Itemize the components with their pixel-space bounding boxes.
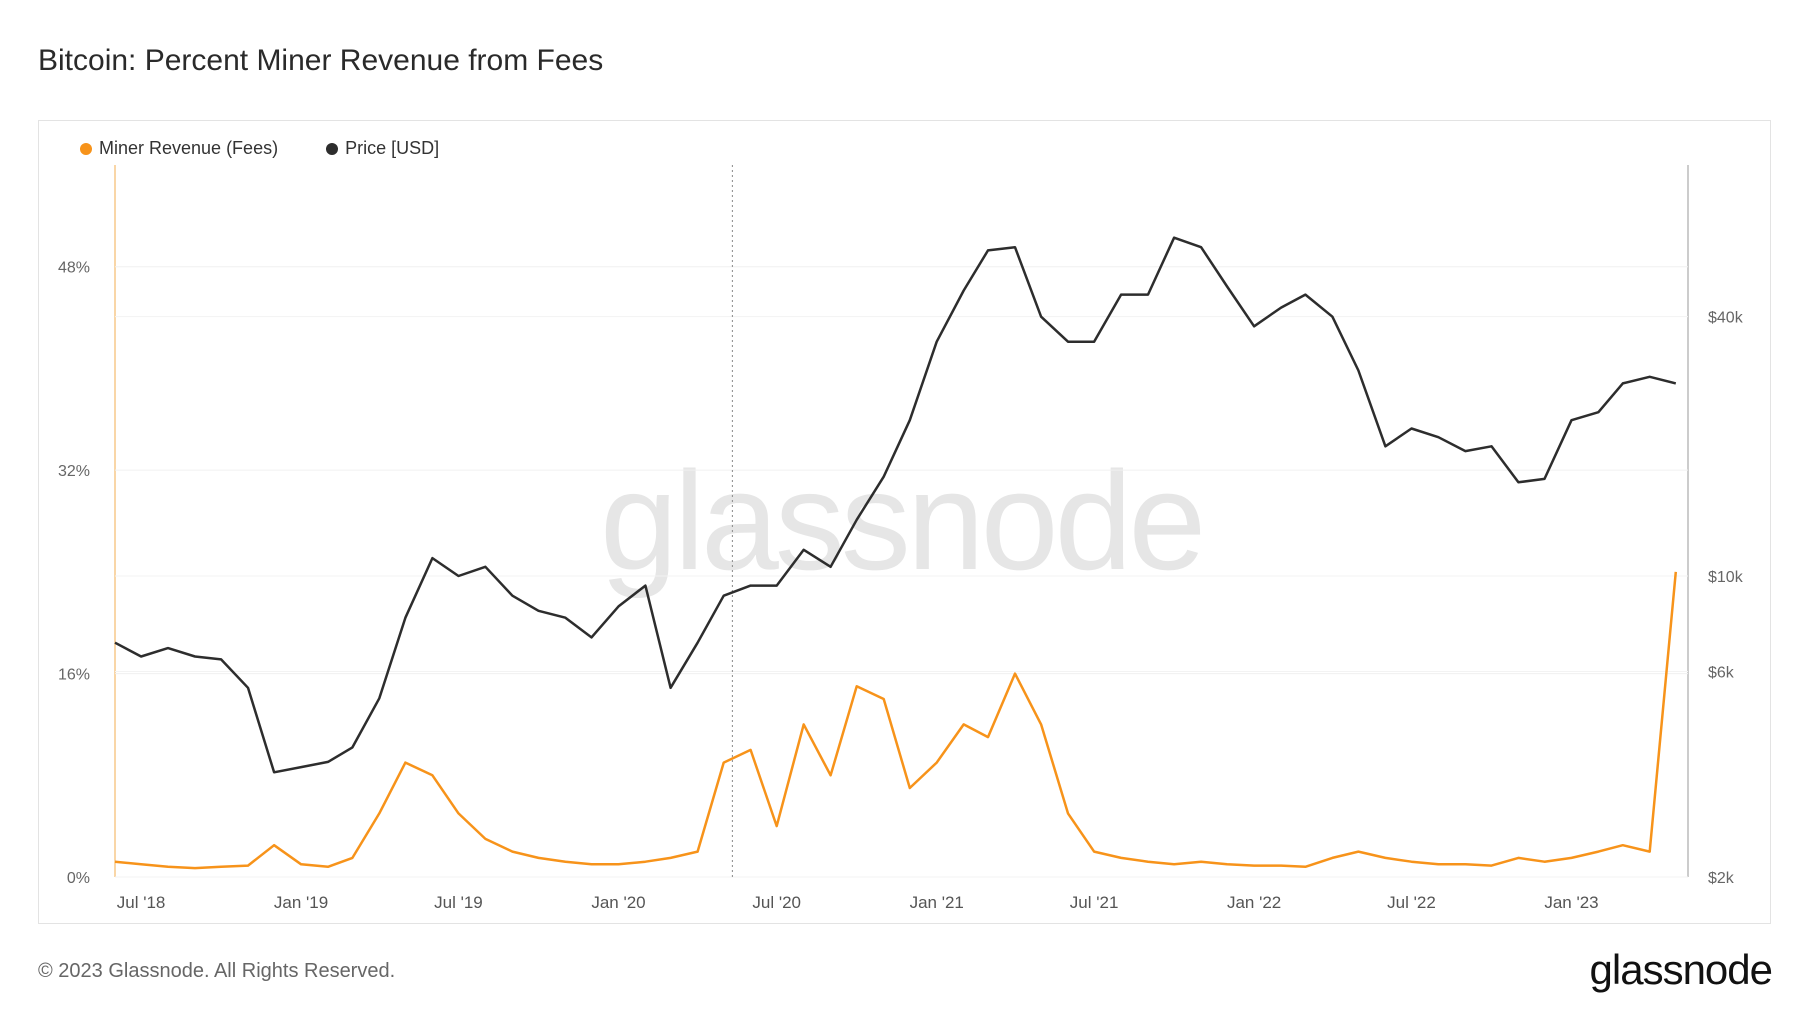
chart-title: Bitcoin: Percent Miner Revenue from Fees [38, 44, 604, 77]
x-tick-label: Jul '19 [434, 893, 483, 912]
y-right-tick-label: $2k [1708, 870, 1735, 887]
x-tick-label: Jan '19 [274, 893, 328, 912]
legend-label-price: Price [USD] [345, 138, 440, 158]
legend-label-fees: Miner Revenue (Fees) [99, 138, 279, 158]
x-tick-label: Jan '21 [910, 893, 964, 912]
x-tick-label: Jul '20 [752, 893, 801, 912]
x-tick-label: Jan '23 [1544, 893, 1598, 912]
y-left-tick-label: 0% [67, 870, 90, 887]
series-line-price [114, 236, 1677, 774]
watermark-logo: glassnode [600, 442, 1206, 599]
y-left-tick-label: 32% [58, 463, 90, 480]
y-right-tick-label: $40k [1708, 310, 1744, 327]
y-right-tick-label: $10k [1708, 569, 1744, 586]
y-left-tick-label: 48% [58, 260, 90, 277]
legend-dot-price-icon [326, 142, 339, 155]
y-right-tick-label: $6k [1708, 665, 1735, 682]
legend-item-price[interactable]: Price [USD] [326, 138, 439, 159]
chart-legend: Miner Revenue (Fees) Price [USD] [80, 138, 439, 159]
legend-dot-fees-icon [80, 142, 92, 155]
x-tick-label: Jan '20 [591, 893, 645, 912]
x-tick-label: Jul '22 [1387, 893, 1436, 912]
x-tick-label: Jul '21 [1070, 893, 1119, 912]
copyright-footer: © 2023 Glassnode. All Rights Reserved. [38, 960, 396, 982]
x-tick-label: Jan '22 [1227, 893, 1281, 912]
glassnode-logo: glassnode [1589, 946, 1773, 993]
chart-frame [38, 120, 1771, 924]
x-tick-label: Jul '18 [117, 893, 166, 912]
legend-item-fees[interactable]: Miner Revenue (Fees) [80, 138, 278, 159]
series-line-fees [114, 571, 1678, 870]
y-left-tick-label: 16% [58, 667, 90, 684]
